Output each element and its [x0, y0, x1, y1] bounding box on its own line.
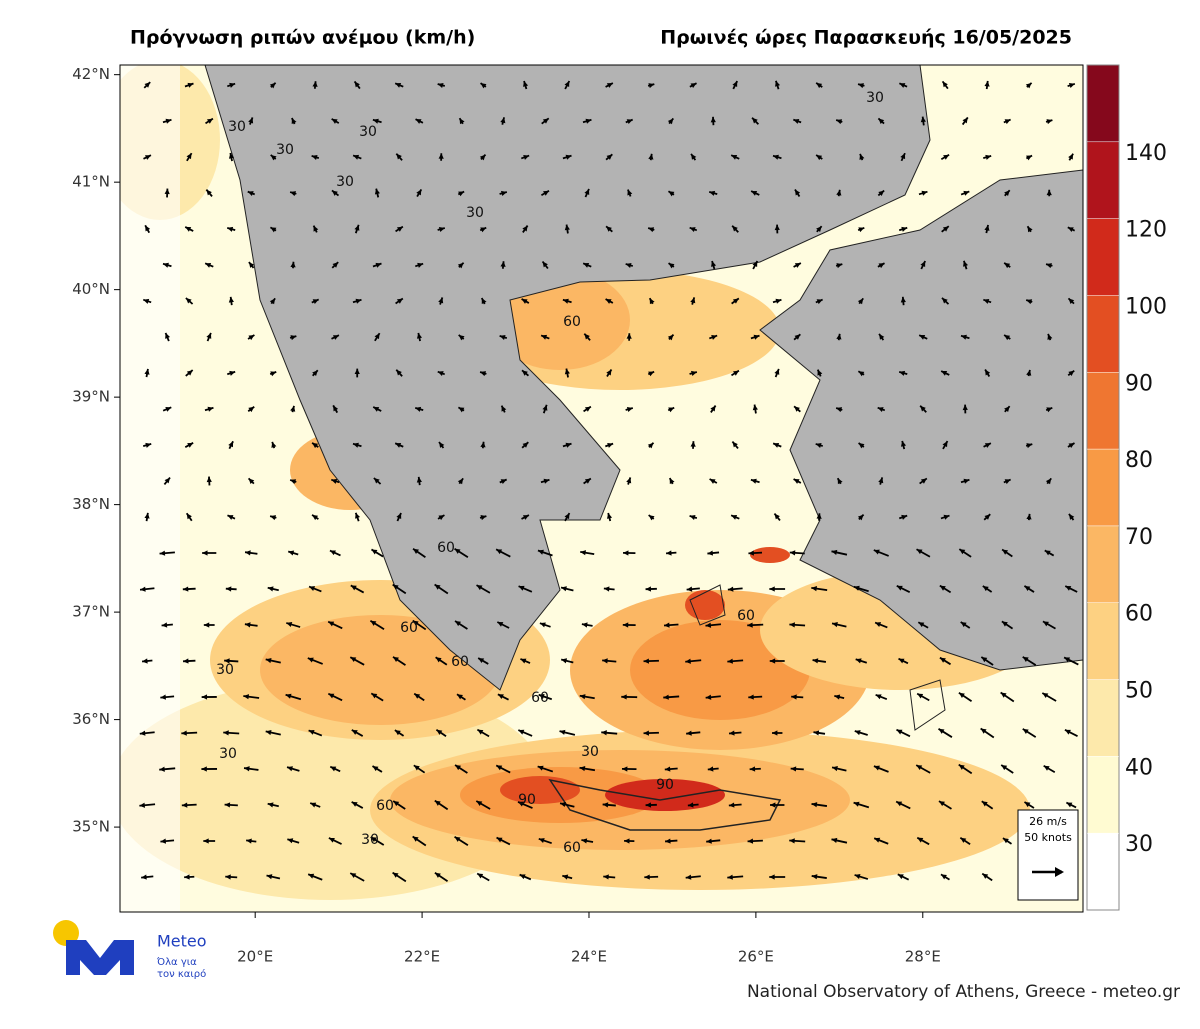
x-tick-label: 26°E [738, 948, 774, 966]
title-right: Πρωινές ώρες Παρασκευής 16/05/2025 [660, 27, 1072, 49]
contour-label: 60 [437, 540, 455, 556]
reference-speed: 26 m/s [1029, 815, 1067, 828]
contour-label: 60 [737, 608, 755, 624]
logo-name: Meteo [157, 932, 207, 951]
colorbar-label: 70 [1125, 525, 1153, 550]
contour-label: 30 [581, 744, 599, 760]
colorbar-segment [1087, 295, 1119, 372]
contour-label: 30 [336, 174, 354, 190]
contour-label: 30 [219, 746, 237, 762]
colorbar-label: 140 [1125, 141, 1167, 166]
contour-label: 60 [376, 798, 394, 814]
y-tick-label: 40°N [72, 280, 110, 298]
x-tick-label: 20°E [237, 948, 273, 966]
y-tick-label: 35°N [72, 818, 110, 836]
colorbar-segment [1087, 65, 1119, 142]
colorbar-segment [1087, 219, 1119, 296]
y-tick-label: 37°N [72, 603, 110, 621]
contour-label: 90 [656, 777, 674, 793]
colorbar-label: 30 [1125, 832, 1153, 857]
map-area: 30 30 30 30 30 30 30 30 30 30 60 60 60 60 60 60 60 60 90 90 [100, 55, 1083, 912]
colorbar-label: 90 [1125, 371, 1153, 396]
y-tick-label: 42°N [72, 65, 110, 83]
y-tick-label: 38°N [72, 495, 110, 513]
logo-tagline: τον καιρό [157, 968, 206, 980]
reference-knots: 50 knots [1024, 831, 1072, 844]
colorbar-segment [1087, 603, 1119, 680]
colorbar-label: 80 [1125, 448, 1153, 473]
footer-credit: National Observatory of Athens, Greece -… [747, 982, 1180, 1002]
reference-vector-box: 26 m/s 50 knots [1018, 810, 1078, 900]
contour-label: 30 [276, 142, 294, 158]
colorbar-label: 60 [1125, 602, 1153, 627]
contour-label: 30 [359, 124, 377, 140]
colorbar-label: 120 [1125, 218, 1167, 243]
contour-label: 90 [518, 792, 536, 808]
contour-label: 30 [216, 662, 234, 678]
x-tick-label: 24°E [571, 948, 607, 966]
colorbar-segment [1087, 372, 1119, 449]
x-tick-label: 22°E [404, 948, 440, 966]
colorbar-label: 50 [1125, 679, 1153, 704]
y-tick-label: 41°N [72, 173, 110, 191]
colorbar-segment [1087, 833, 1119, 910]
contour-label: 30 [228, 119, 246, 135]
contour-label: 30 [466, 205, 484, 221]
contour-label: 30 [866, 90, 884, 106]
colorbar-segment [1087, 680, 1119, 757]
colorbar-segment [1087, 142, 1119, 219]
y-tick-label: 36°N [72, 710, 110, 728]
contour-label: 60 [531, 690, 549, 706]
title-left: Πρόγνωση ριπών ανέμου (km/h) [130, 27, 475, 49]
colorbar-segment [1087, 756, 1119, 833]
contour-label: 60 [400, 620, 418, 636]
colorbar-segment [1087, 449, 1119, 526]
contour-label: 60 [563, 840, 581, 856]
logo-mark [66, 940, 134, 975]
logo: Meteo Όλα για τον καιρό [53, 920, 207, 980]
colorbar-label: 40 [1125, 755, 1153, 780]
contour-label: 30 [361, 832, 379, 848]
logo-tagline: Όλα για [156, 956, 197, 968]
y-tick-label: 39°N [72, 388, 110, 406]
contour-label: 60 [563, 314, 581, 330]
colorbar-label: 100 [1125, 294, 1167, 319]
colorbar: 30 40 50 60 70 80 90 100 120 140 [1087, 65, 1167, 910]
colorbar-segment [1087, 526, 1119, 603]
x-tick-label: 28°E [905, 948, 941, 966]
contour-label: 60 [451, 654, 469, 670]
